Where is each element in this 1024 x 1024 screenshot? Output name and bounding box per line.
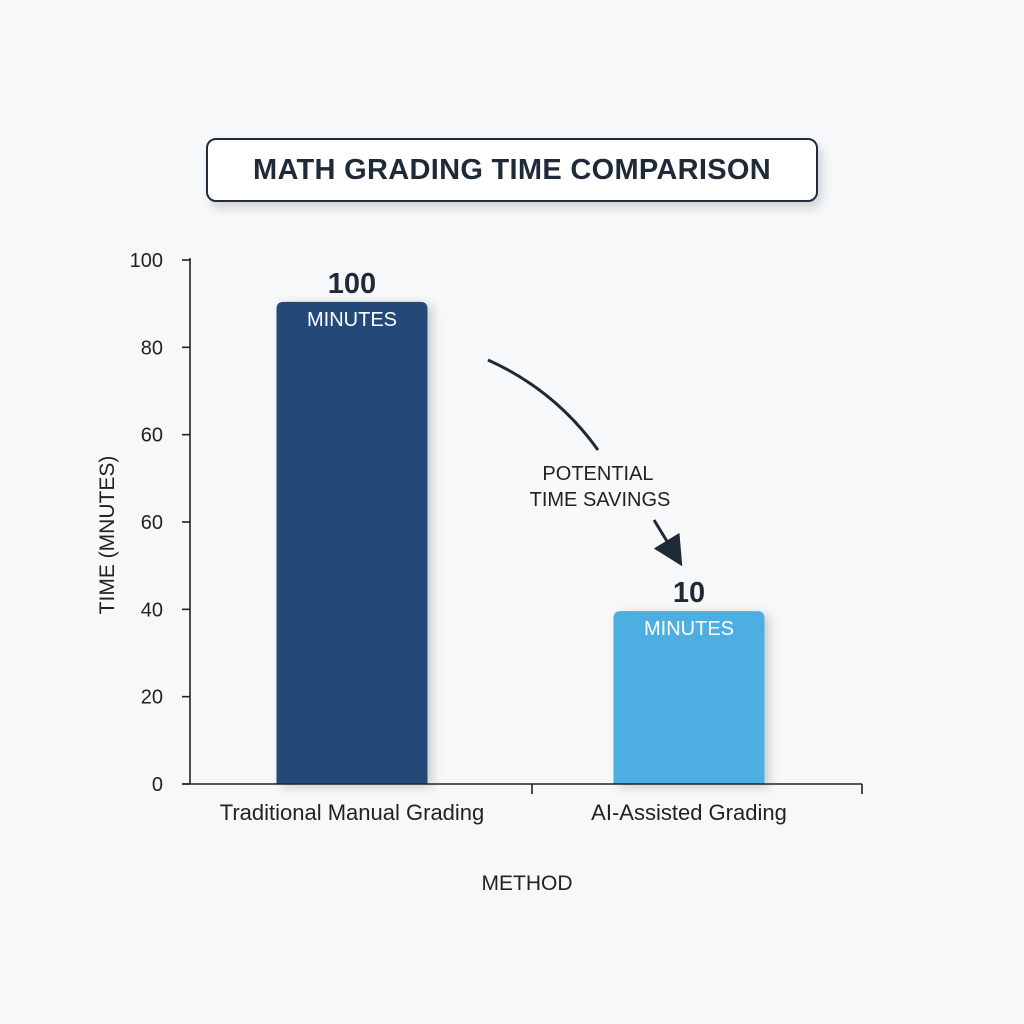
- savings-arrow-icon: [652, 519, 683, 567]
- bar-unit-label: MINUTES: [644, 618, 734, 640]
- x-tick-label: AI-Assisted Grading: [591, 800, 787, 825]
- annotation-line1: POTENTIAL: [542, 463, 653, 485]
- bar-unit-label: MINUTES: [307, 309, 397, 331]
- chart-title-box: MATH GRADING TIME COMPARISON: [206, 138, 818, 202]
- y-tick-label: 60: [141, 512, 163, 534]
- y-tick-label: 60: [141, 425, 163, 447]
- annotation-line2: TIME SAVINGS: [530, 489, 671, 511]
- y-tick-label: 80: [141, 337, 163, 359]
- bar: [613, 611, 765, 784]
- y-tick-label: 40: [141, 599, 163, 621]
- y-tick-label: 100: [130, 250, 163, 272]
- chart-title: MATH GRADING TIME COMPARISON: [252, 153, 772, 186]
- x-axis-label: METHOD: [482, 872, 573, 895]
- x-tick-label: Traditional Manual Grading: [220, 800, 485, 825]
- bar: [276, 301, 428, 784]
- y-tick-label: 0: [152, 774, 163, 796]
- y-axis-label: TIME (MNUTES): [96, 456, 119, 615]
- y-tick-label: 20: [141, 687, 163, 709]
- bar-value-label: 10: [673, 577, 705, 609]
- bar-value-label: 100: [328, 268, 376, 300]
- savings-arrow-curve: [487, 358, 600, 451]
